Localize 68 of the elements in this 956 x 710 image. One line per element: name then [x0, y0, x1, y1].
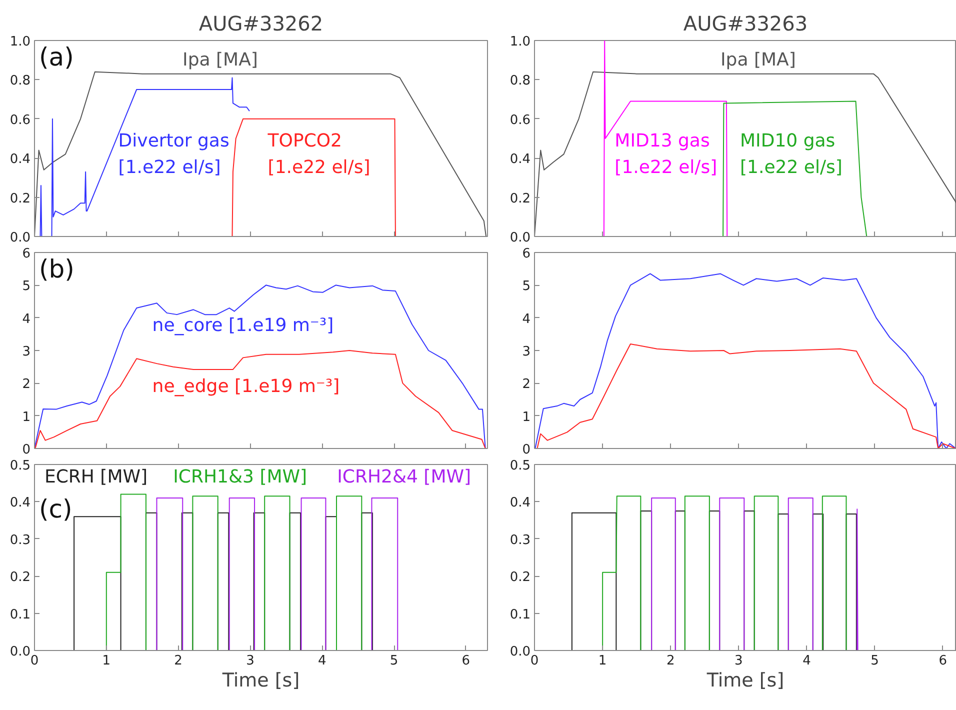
- y-tick-label: 1.0: [10, 34, 31, 50]
- chart-title: AUG#33262: [198, 12, 324, 36]
- series-label: ne_edge [1.e19 m⁻³]: [152, 376, 340, 397]
- x-tick-label: 1: [102, 654, 111, 668]
- y-tick-label: 1.0: [510, 34, 531, 50]
- series-label: MID10 gas [1.e22 el/s]: [740, 130, 842, 178]
- x-tick-label: 6: [462, 654, 470, 668]
- y-tick-label: 4: [522, 312, 531, 327]
- x-tick-label: 3: [246, 654, 254, 668]
- chart-title: AUG#33263: [683, 12, 808, 36]
- y-tick-label: 0.2: [10, 570, 31, 586]
- y-tick-label: 0: [22, 442, 31, 458]
- y-tick-label: 0.2: [510, 570, 531, 586]
- annotation: (c): [39, 494, 72, 524]
- x-tick-label: 3: [734, 654, 743, 668]
- y-tick-label: 0.0: [510, 230, 531, 246]
- y-tick-label: 2: [22, 377, 31, 392]
- y-tick-label: 0: [522, 442, 531, 458]
- y-tick-label: 0.4: [10, 152, 31, 168]
- y-tick-label: 0.1: [10, 607, 31, 622]
- y-tick-label: 0.4: [510, 496, 531, 511]
- series-label: ne_core [1.e19 m⁻³]: [152, 315, 334, 336]
- y-tick-label: 5: [522, 279, 531, 294]
- y-tick-label: 0.2: [510, 191, 531, 206]
- y-tick-label: 0.6: [510, 112, 531, 128]
- x-axis-title: Time [s]: [706, 670, 784, 692]
- y-tick-label: 0.3: [510, 532, 531, 548]
- y-tick-label: 4: [22, 312, 31, 327]
- series-label: TOPCO2 [1.e22 el/s]: [266, 130, 370, 178]
- series-label: MID13 gas [1.e22 el/s]: [614, 130, 718, 178]
- y-tick-label: 0.0: [10, 230, 31, 246]
- series-label: Ipa [MA]: [182, 50, 258, 71]
- y-tick-label: 0.3: [10, 532, 31, 548]
- x-tick-label: 1: [598, 654, 607, 668]
- y-tick-label: 6: [22, 246, 31, 262]
- y-tick-label: 0.4: [510, 152, 531, 168]
- y-tick-label: 3: [522, 344, 531, 360]
- y-tick-label: 0.5: [510, 458, 531, 474]
- x-tick-label: 2: [174, 654, 182, 668]
- y-tick-label: 0.6: [10, 112, 31, 128]
- y-tick-label: 0.2: [10, 191, 31, 206]
- x-tick-label: 4: [318, 654, 326, 668]
- y-tick-label: 1: [22, 410, 31, 425]
- y-tick-label: 0.8: [10, 74, 31, 89]
- x-tick-label: 6: [938, 654, 948, 668]
- x-tick-label: 2: [666, 654, 675, 668]
- series-label: ECRH [MW]: [44, 466, 148, 488]
- series-label: ICRH2&4 [MW]: [337, 466, 472, 488]
- annotation: (a): [39, 42, 74, 72]
- series-label: Ipa [MA]: [720, 50, 796, 71]
- y-tick-label: 2: [522, 377, 531, 392]
- y-tick-label: 3: [22, 344, 31, 360]
- y-tick-label: 0.1: [510, 607, 531, 622]
- series-label: Divertor gas [1.e22 el/s]: [118, 130, 230, 178]
- y-tick-label: 1: [522, 410, 531, 425]
- x-tick-label: 5: [390, 654, 398, 668]
- x-tick-label: 4: [802, 654, 811, 668]
- y-tick-label: 0.8: [510, 74, 531, 89]
- annotation: (b): [39, 254, 74, 284]
- y-tick-label: 6: [522, 246, 531, 262]
- y-tick-label: 0.0: [510, 644, 531, 660]
- y-tick-label: 0.5: [10, 458, 31, 474]
- x-tick-label: 5: [870, 654, 879, 668]
- series-label: ICRH1&3 [MW]: [173, 466, 308, 488]
- x-axis-title: Time [s]: [221, 670, 300, 692]
- y-tick-label: 0.0: [10, 644, 31, 660]
- y-tick-label: 5: [22, 279, 31, 294]
- y-tick-label: 0.4: [10, 496, 31, 511]
